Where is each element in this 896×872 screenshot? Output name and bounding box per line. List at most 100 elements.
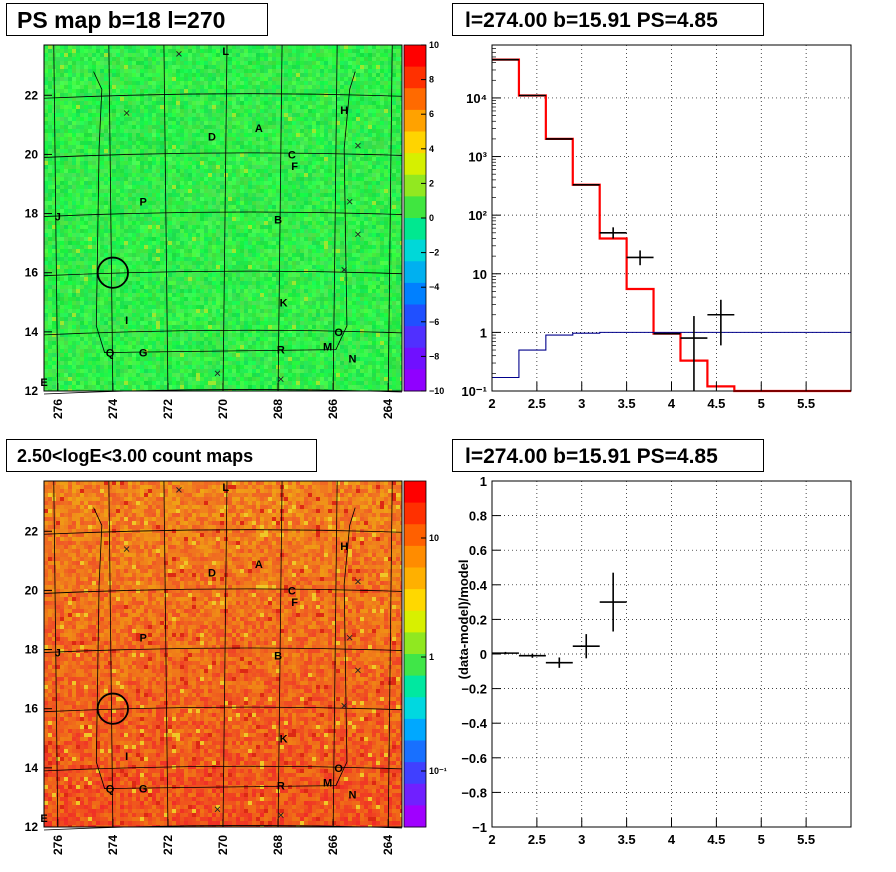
y-tick-label: 22: [25, 88, 39, 102]
colorbar-label: −10: [429, 386, 444, 396]
y-tick-label: 1: [480, 325, 487, 340]
source-label-g: G: [139, 784, 148, 796]
x-tick-label: 3: [578, 832, 585, 847]
colorbar-label: 4: [429, 144, 434, 154]
x-tick-label: 2: [488, 832, 495, 847]
source-label-k: K: [280, 733, 288, 745]
colorbar-segment: [404, 153, 426, 176]
colorbar-segment: [404, 567, 426, 590]
source-label-d: D: [208, 132, 216, 144]
y-tick-label: 0.4: [469, 578, 488, 593]
source-cross: [214, 370, 221, 377]
source-label-o: O: [334, 327, 343, 339]
y-tick-label: −0.8: [461, 785, 487, 800]
colorbar-label: 10: [429, 533, 439, 543]
colorbar-segment: [404, 131, 426, 154]
colorbar-segment: [404, 66, 426, 89]
colorbar-segment: [404, 347, 426, 370]
x-tick-label: 5.5: [797, 832, 815, 847]
colorbar-segment: [404, 196, 426, 219]
colorbar-label: −2: [429, 248, 439, 258]
source-cross: [278, 812, 284, 818]
colorbar-segment: [404, 762, 426, 785]
colorbar-segment: [404, 261, 426, 284]
colorbar-label: −8: [429, 351, 439, 361]
x-tick-label: 2.5: [528, 832, 546, 847]
selected-source-circle: [96, 692, 129, 725]
y-tick-label: 16: [25, 266, 39, 280]
colorbar-label: 6: [429, 109, 434, 119]
source-label-c: C: [288, 149, 296, 161]
x-tick-label: 270: [216, 835, 230, 855]
y-tick-label: 22: [25, 524, 39, 538]
colorbar-segment: [404, 632, 426, 655]
colorbar-label: 1: [429, 652, 434, 662]
source-label-b: B: [274, 650, 282, 662]
source-cross: [355, 231, 361, 238]
colorbar-segment: [404, 740, 426, 763]
source-label-q: Q: [106, 348, 115, 360]
y-tick-label: 18: [25, 643, 39, 657]
source-cross: [341, 702, 347, 709]
source-label-h: H: [340, 541, 348, 553]
spectrum-panel: 2 2.5 3 3.5 4 4.5 5 5.5 10⁻¹ 1 10 10² 10³ 10⁴: [461, 44, 852, 411]
colorbar-label: −6: [429, 317, 439, 327]
x-tick-label: 272: [161, 835, 175, 855]
y-tick-label: 10²: [468, 208, 487, 223]
source-label-m: M: [323, 342, 332, 354]
colorbar-segment: [404, 88, 426, 111]
colorbar-segment: [404, 218, 426, 241]
y-tick-label: 14: [25, 325, 39, 339]
y-tick-label: 14: [25, 761, 39, 775]
source-label-r: R: [277, 781, 285, 793]
y-tick-label: −0.2: [461, 682, 487, 697]
source-cross: [341, 266, 347, 273]
y-tick-label: 20: [25, 583, 39, 597]
selected-source-circle: [96, 256, 129, 289]
source-label-f: F: [291, 161, 298, 173]
colorbar-segment: [404, 239, 426, 262]
y-tick-label: 10⁴: [466, 91, 487, 106]
colorbar-label: 10⁻¹: [429, 766, 447, 776]
source-label-c: C: [288, 585, 296, 597]
source-cross: [346, 198, 353, 205]
y-tick-label: 16: [25, 702, 39, 716]
y-tick-label: 12: [25, 384, 39, 398]
source-label-j: J: [55, 212, 61, 224]
source-label-p: P: [139, 633, 146, 645]
source-cross: [214, 806, 221, 813]
spectrum-data-point: [599, 227, 627, 239]
x-tick-label: 5: [758, 396, 765, 411]
residual-title: l=274.00 b=15.91 PS=4.85: [452, 439, 764, 472]
source-cross: [123, 546, 130, 552]
spectrum-data-point: [680, 316, 708, 391]
source-cross: [355, 142, 361, 149]
colorbar-segment: [404, 369, 426, 392]
y-axis-label: (data-model)/model: [456, 559, 471, 679]
source-label-a: A: [255, 559, 263, 571]
x-tick-label: 5.5: [797, 396, 815, 411]
source-label-g: G: [139, 348, 148, 360]
colorbar-label: −4: [429, 282, 439, 292]
source-label-d: D: [208, 568, 216, 580]
x-tick-label: 3.5: [618, 832, 636, 847]
ps-pixels: [44, 45, 402, 391]
source-label-l: L: [222, 46, 229, 58]
colorbar-segment: [404, 174, 426, 197]
colorbar-segment: [404, 654, 426, 677]
y-tick-label: 10: [473, 267, 487, 282]
x-tick-label: 266: [326, 399, 340, 419]
source-label-h: H: [340, 105, 348, 117]
colorbar-segment: [404, 783, 426, 806]
source-label-o: O: [334, 763, 343, 775]
colorbar-segment: [404, 304, 426, 327]
colorbar-label: 0: [429, 213, 434, 223]
count-map-title: 2.50<logE<3.00 count maps: [6, 439, 317, 472]
x-tick-label: 3: [578, 396, 585, 411]
y-tick-label: 1: [480, 474, 487, 489]
x-tick-label: 270: [216, 399, 230, 419]
source-cross: [278, 376, 284, 382]
